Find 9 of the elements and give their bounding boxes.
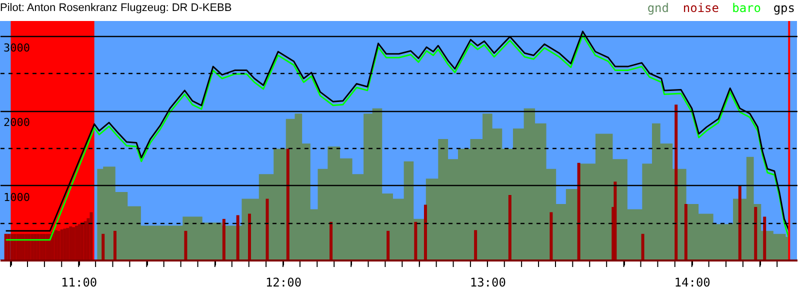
chart-title: Pilot: Anton Rosenkranz Flugzeug: DR D-KEBB — [0, 2, 232, 14]
text: baro — [732, 1, 761, 15]
text: noise — [682, 1, 719, 15]
x-tick-label: 12:00 — [265, 276, 302, 290]
text: gnd — [647, 1, 669, 15]
x-tick-label: 13:00 — [470, 276, 506, 290]
x-tick-label: 11:00 — [61, 276, 98, 290]
text: gps — [773, 1, 795, 15]
x-tick-label: 14:00 — [674, 276, 710, 290]
